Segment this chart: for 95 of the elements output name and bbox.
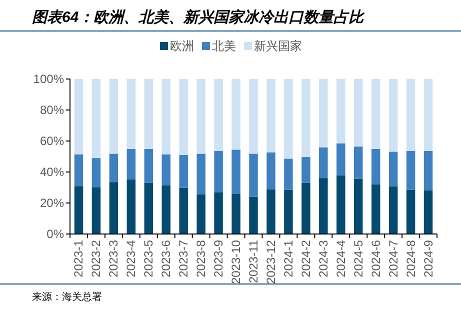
- x-tick-label: 2024-7: [386, 240, 400, 278]
- y-tick-label: 0%: [46, 227, 64, 241]
- y-tick-label: 100%: [33, 72, 64, 86]
- bar: [74, 154, 84, 186]
- bar: [196, 154, 206, 194]
- source-note: 来源：海关总署: [32, 291, 102, 303]
- bar: [266, 152, 276, 190]
- bar: [424, 79, 433, 151]
- bar: [109, 79, 118, 154]
- bar: [388, 186, 398, 234]
- bar: [371, 79, 380, 149]
- x-tick-label: 2023-7: [176, 240, 191, 278]
- bar: [126, 79, 136, 149]
- bar: [388, 152, 398, 186]
- x-tick-label: 2023-4: [124, 240, 138, 278]
- x-tick-label: 2023-2: [89, 240, 104, 278]
- legend-label: 新兴国家: [254, 39, 302, 53]
- bar: [354, 146, 363, 179]
- bar: [109, 154, 118, 182]
- x-tick-label: 2023-6: [159, 240, 174, 278]
- bar: [284, 158, 293, 190]
- bar: [406, 150, 416, 190]
- bar: [162, 79, 170, 154]
- bar: [74, 79, 84, 154]
- title: 图表64：欧洲、北美、新兴国家冰冷出口数量占比: [32, 9, 364, 26]
- bar: [302, 79, 310, 157]
- x-tick-label: 2023-3: [106, 240, 121, 278]
- x-tick-label: 2023-1: [72, 240, 86, 278]
- bar: [319, 178, 328, 234]
- bar: [406, 79, 416, 151]
- bar: [249, 79, 258, 154]
- bar: [214, 192, 223, 234]
- bar: [162, 154, 170, 186]
- bar: [126, 179, 136, 234]
- bar: [371, 184, 380, 234]
- x-tick-label: 2024-2: [298, 240, 313, 278]
- bar: [319, 79, 328, 148]
- x-tick-label: 2024-1: [281, 240, 296, 278]
- bar: [196, 79, 206, 154]
- x-tick-label: 2023-10: [229, 240, 244, 284]
- bar: [179, 188, 188, 234]
- bar: [388, 79, 398, 152]
- bar: [406, 190, 416, 234]
- x-tick-label: 2024-9: [421, 240, 436, 278]
- bar: [284, 79, 293, 159]
- bar: [214, 150, 223, 192]
- bar: [319, 147, 328, 178]
- bar: [232, 194, 240, 234]
- bar: [144, 148, 154, 183]
- bar: [424, 150, 433, 190]
- bar: [144, 79, 154, 149]
- x-tick-label: 2023-9: [212, 240, 226, 278]
- bar: [92, 188, 101, 234]
- legend-label: 欧洲: [170, 39, 194, 53]
- bar: [249, 154, 258, 197]
- x-tick-label: 2024-5: [351, 240, 366, 278]
- x-tick-label: 2023-5: [142, 240, 156, 278]
- bar: [266, 189, 276, 234]
- bar: [179, 154, 188, 188]
- x-tick-label: 2024-4: [334, 240, 348, 278]
- y-tick-label: 40%: [40, 165, 64, 179]
- bar: [354, 79, 363, 147]
- bar: [336, 79, 346, 144]
- x-tick-label: 2024-3: [316, 240, 330, 278]
- bar: [266, 79, 276, 152]
- bar: [109, 182, 118, 234]
- bar: [336, 143, 346, 176]
- x-tick-label: 2023-11: [246, 240, 260, 284]
- x-tick-label: 2024-6: [368, 240, 383, 278]
- bar: [249, 196, 258, 234]
- bar: [354, 178, 363, 234]
- bar: [371, 148, 380, 184]
- bar: [179, 79, 188, 155]
- x-tick-label: 2023-12: [264, 240, 278, 284]
- x-tick-label: 2024-8: [404, 240, 418, 278]
- legend-label: 北美: [212, 39, 236, 53]
- bar: [424, 190, 433, 234]
- y-tick-label: 60%: [40, 134, 64, 148]
- bar: [126, 148, 136, 180]
- bar: [92, 158, 101, 188]
- bar: [196, 194, 206, 234]
- y-tick-label: 80%: [40, 103, 64, 117]
- bar: [232, 79, 240, 150]
- bar: [144, 182, 154, 234]
- x-tick-label: 2023-8: [194, 240, 208, 278]
- bar: [162, 185, 170, 234]
- y-tick-label: 20%: [40, 196, 64, 210]
- bar: [302, 182, 310, 234]
- bar: [284, 190, 293, 234]
- bar: [302, 156, 310, 183]
- bar: [74, 186, 84, 234]
- bar: [336, 175, 346, 234]
- bar: [214, 79, 223, 151]
- bar: [232, 150, 240, 194]
- bar: [92, 79, 101, 158]
